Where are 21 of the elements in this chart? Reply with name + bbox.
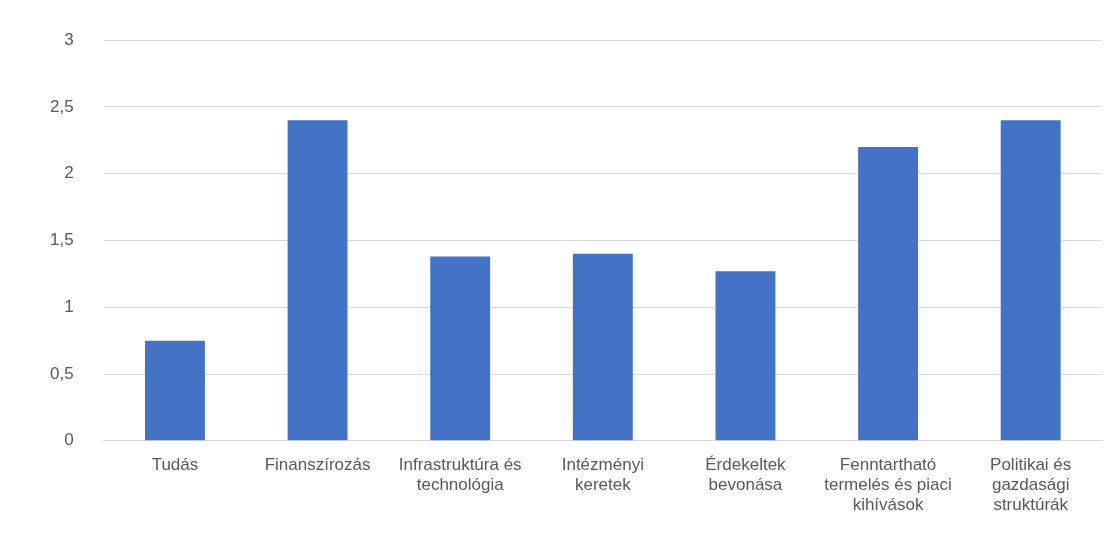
y-tick-label: 3 [64,29,74,49]
bar [572,253,633,441]
y-tick-label: 1,5 [49,230,74,250]
bar [858,147,919,441]
x-tick-label: Finanszírozás [264,454,371,474]
x-tick-label: Politikai és gazdasági struktúrák [990,454,1072,515]
bar [715,271,776,441]
x-tick-label: Fenntartható termelés és piaci kihívások [824,454,952,515]
bar [1000,120,1061,441]
y-tick-label: 1 [64,296,74,316]
y-tick-label: 2 [64,163,74,183]
bar [144,340,205,441]
y-tick-label: 2,5 [49,96,74,116]
y-tick-label: 0,5 [49,363,74,383]
x-tick-label: Tudás [151,454,199,474]
bar [430,256,491,441]
x-tick-label: Érdekeltek bevonása [705,454,787,495]
x-tick-label: Infrastruktúra és technológia [398,454,522,495]
x-tick-label: Intézményi keretek [561,454,644,495]
y-tick-label: 0 [64,430,74,450]
bar [287,120,348,441]
